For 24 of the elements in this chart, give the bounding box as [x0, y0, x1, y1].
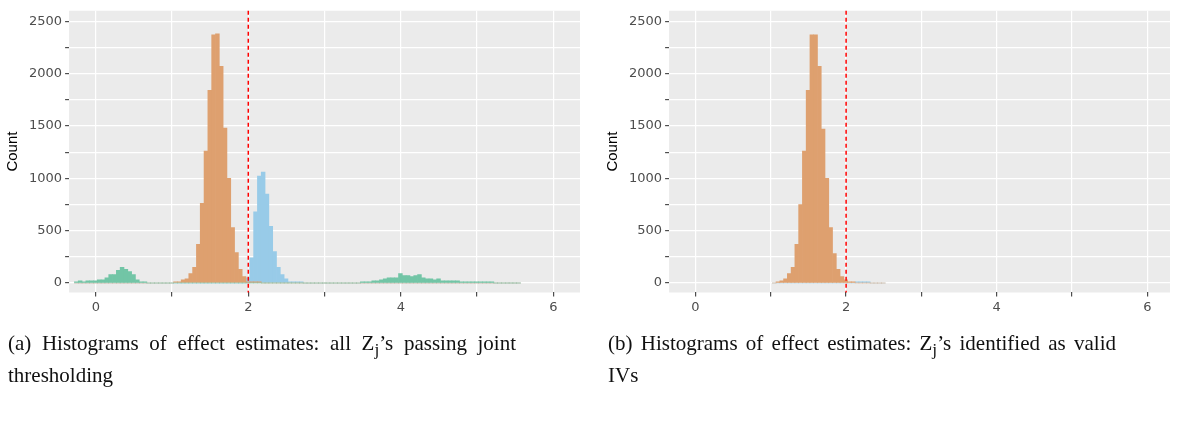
y-axis-title: Count	[3, 130, 21, 172]
y-tick-label: 1000	[28, 169, 63, 185]
y-tick-label: 2500	[28, 12, 63, 28]
y-tick-label: 1500	[28, 117, 63, 133]
y-tick-label: 2500	[628, 12, 663, 28]
x-tick-label: 6	[549, 298, 558, 314]
y-tick-label: 500	[37, 222, 63, 238]
x-tick-label: 0	[91, 298, 100, 314]
x-tick-label: 2	[244, 298, 253, 314]
x-tick-label: 4	[992, 298, 1001, 314]
y-tick-label: 2000	[628, 64, 663, 80]
x-tick-label: 4	[396, 298, 405, 314]
x-tick-label: 2	[841, 298, 851, 314]
y-axis-title: Count	[603, 130, 621, 172]
y-tick-label: 0	[653, 274, 663, 290]
text: (b) Histograms of effect estimates: Z$_{j}$’s identified as valid IVs	[608, 331, 1116, 388]
y-tick-label: 1000	[628, 169, 663, 185]
y-tick-label: 2000	[28, 64, 63, 80]
x-tick-label: 0	[691, 298, 700, 314]
text: (a) Histograms of effect estimates: all Z$_{j}$’s passing joint thresholding	[8, 331, 516, 388]
x-tick-label: 6	[1143, 298, 1152, 314]
y-tick-label: 1500	[628, 117, 663, 133]
y-tick-label: 500	[637, 222, 663, 238]
y-tick-label: 0	[53, 274, 63, 290]
